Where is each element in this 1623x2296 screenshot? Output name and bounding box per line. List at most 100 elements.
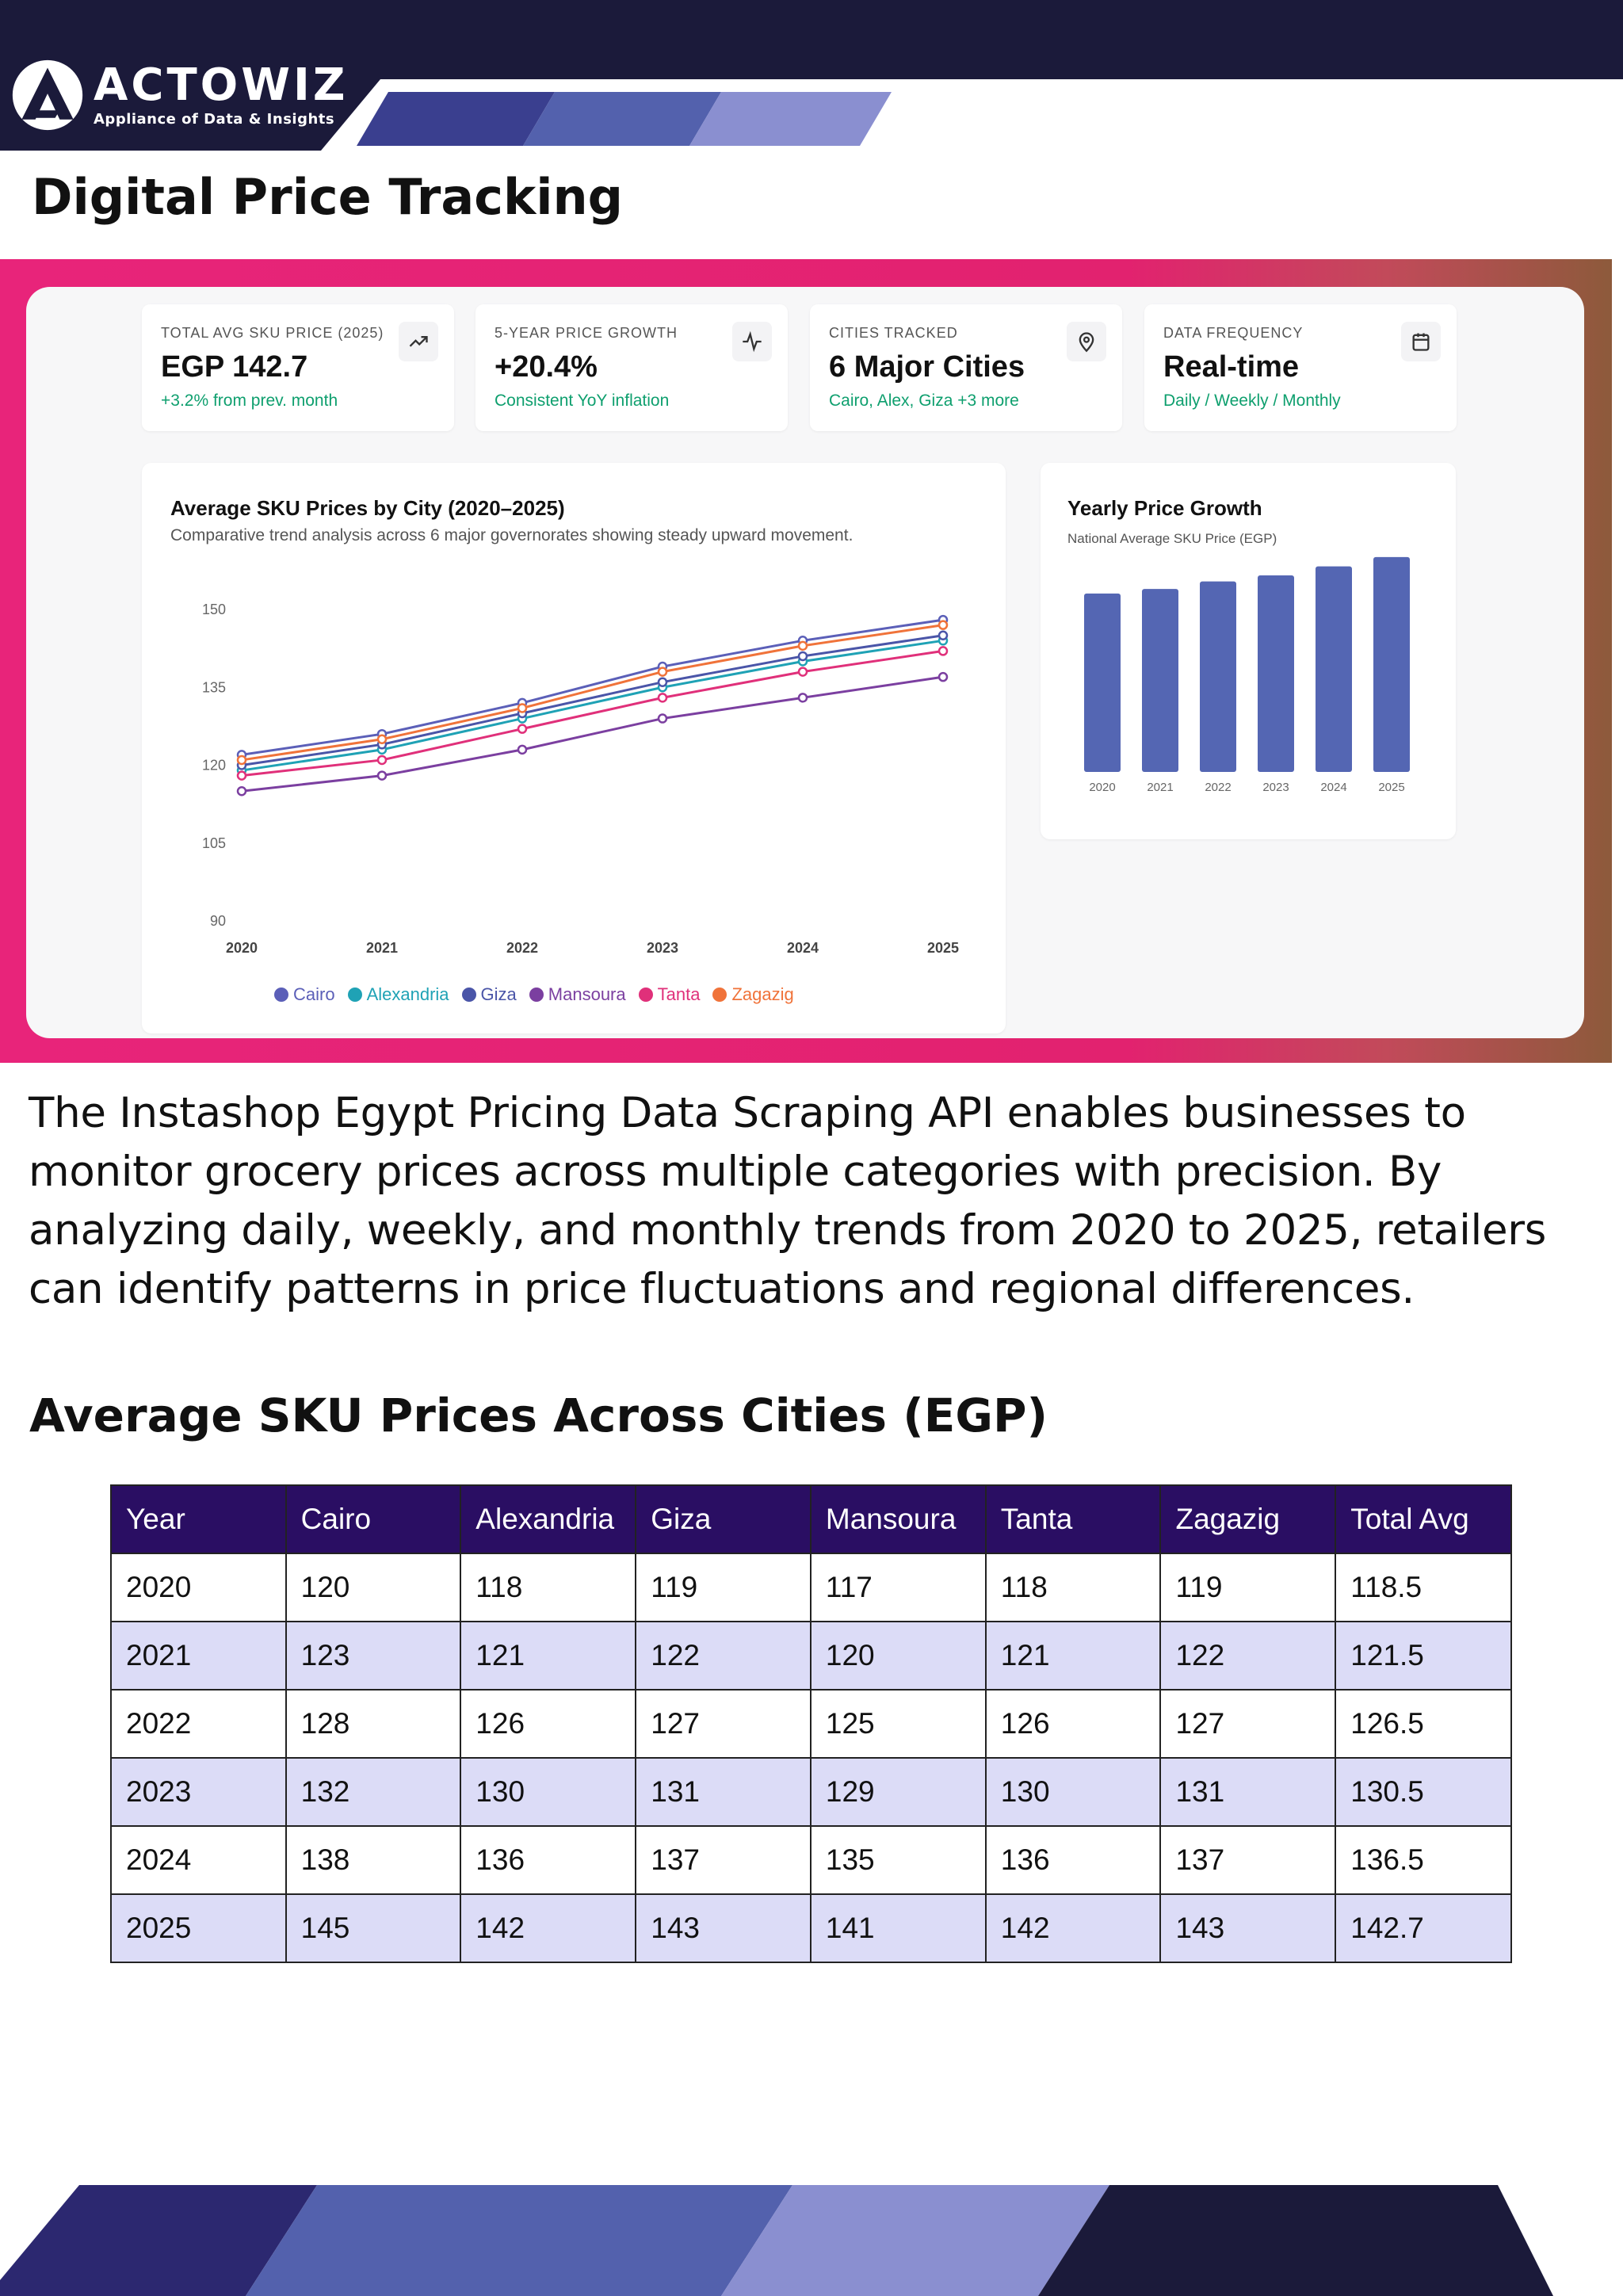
legend-swatch bbox=[712, 988, 727, 1002]
legend-item-cairo: Cairo bbox=[274, 984, 335, 1005]
data-point-zagazig bbox=[797, 640, 808, 651]
data-point-mansoura bbox=[376, 770, 388, 781]
actowiz-logo-icon bbox=[12, 59, 83, 131]
table-row: 2020 120 118 119 117 118 119 118.5 bbox=[110, 1553, 1512, 1622]
bar-chart-title: Yearly Price Growth bbox=[1067, 496, 1262, 520]
legend-label: Cairo bbox=[293, 984, 335, 1004]
table-cell: 2023 bbox=[110, 1757, 287, 1827]
bar-x-label: 2022 bbox=[1205, 781, 1231, 794]
table-cell: 118 bbox=[460, 1553, 637, 1622]
stat-label: DATA FREQUENCY bbox=[1163, 325, 1304, 341]
legend-swatch bbox=[461, 988, 476, 1002]
legend-swatch bbox=[529, 988, 544, 1002]
legend-label: Tanta bbox=[657, 984, 701, 1004]
stat-value: +20.4% bbox=[495, 350, 598, 384]
series-line-tanta bbox=[241, 649, 944, 777]
table-cell: 121 bbox=[460, 1621, 637, 1690]
table-cell: 118.5 bbox=[1335, 1553, 1512, 1622]
activity-icon bbox=[732, 322, 772, 361]
table-cell: 2025 bbox=[110, 1893, 287, 1963]
legend-label: Giza bbox=[480, 984, 517, 1004]
legend-item-alexandria: Alexandria bbox=[347, 984, 449, 1005]
header-band bbox=[0, 0, 1623, 79]
section-title: Average SKU Prices Across Cities (EGP) bbox=[29, 1389, 1048, 1442]
dashboard-screenshot: TOTAL AVG SKU PRICE (2025) EGP 142.7 +3.… bbox=[0, 259, 1612, 1063]
data-point-tanta bbox=[236, 770, 247, 781]
table-cell: 126.5 bbox=[1335, 1689, 1512, 1759]
table-cell: 141 bbox=[809, 1893, 987, 1963]
x-tick-label: 2020 bbox=[226, 940, 258, 956]
x-tick-label: 2022 bbox=[506, 940, 538, 956]
intro-paragraph: The Instashop Egypt Pricing Data Scrapin… bbox=[29, 1089, 1547, 1313]
column-header: Alexandria bbox=[460, 1484, 637, 1554]
series-line-giza bbox=[241, 634, 944, 766]
table-cell: 121.5 bbox=[1335, 1621, 1512, 1690]
column-header: Tanta bbox=[984, 1484, 1162, 1554]
map-pin-icon bbox=[1067, 322, 1106, 361]
table-cell: 127 bbox=[635, 1689, 812, 1759]
table-cell: 129 bbox=[809, 1757, 987, 1827]
y-tick-label: 135 bbox=[202, 679, 226, 695]
data-point-zagazig bbox=[938, 620, 949, 630]
data-point-mansoura bbox=[517, 744, 528, 755]
y-tick-label: 105 bbox=[202, 835, 226, 851]
table-row: 2021 123 121 122 120 121 122 121.5 bbox=[110, 1621, 1512, 1690]
table-cell: 123 bbox=[285, 1621, 462, 1690]
table-cell: 130 bbox=[984, 1757, 1162, 1827]
legend-label: Alexandria bbox=[366, 984, 449, 1004]
stat-card-frequency: DATA FREQUENCY Real-time Daily / Weekly … bbox=[1144, 304, 1457, 431]
bar-x-label: 2020 bbox=[1089, 781, 1115, 794]
legend-label: Mansoura bbox=[548, 984, 626, 1004]
bar-x-label: 2025 bbox=[1378, 781, 1404, 794]
legend-item-zagazig: Zagazig bbox=[712, 984, 794, 1005]
column-header: Total Avg bbox=[1335, 1484, 1512, 1554]
table-row: 2024 138 136 137 135 136 137 136.5 bbox=[110, 1825, 1512, 1895]
table-cell: 132 bbox=[285, 1757, 462, 1827]
table-cell: 137 bbox=[635, 1825, 812, 1895]
trending-up-icon bbox=[399, 322, 438, 361]
bar-x-label: 2023 bbox=[1262, 781, 1289, 794]
calendar-icon bbox=[1401, 322, 1441, 361]
data-point-tanta bbox=[376, 755, 388, 766]
table-cell: 2021 bbox=[110, 1621, 287, 1690]
table-cell: 118 bbox=[984, 1553, 1162, 1622]
table-cell: 2024 bbox=[110, 1825, 287, 1895]
legend-swatch bbox=[274, 988, 288, 1002]
column-header: Zagazig bbox=[1159, 1484, 1337, 1554]
series-line-cairo bbox=[241, 618, 944, 756]
table-cell: 119 bbox=[635, 1553, 812, 1622]
data-point-mansoura bbox=[657, 713, 668, 724]
table-cell: 126 bbox=[460, 1689, 637, 1759]
stat-card-growth: 5-YEAR PRICE GROWTH +20.4% Consistent Yo… bbox=[475, 304, 788, 431]
series-line-alexandria bbox=[241, 639, 944, 772]
table-cell: 120 bbox=[809, 1621, 987, 1690]
data-point-giza bbox=[657, 677, 668, 687]
data-point-giza bbox=[938, 630, 949, 640]
data-point-zagazig bbox=[236, 755, 247, 766]
data-point-zagazig bbox=[376, 734, 388, 744]
table-cell: 122 bbox=[635, 1621, 812, 1690]
brand-name: ACTOWIZ bbox=[94, 59, 349, 111]
bar-x-label: 2024 bbox=[1320, 781, 1346, 794]
brand-tagline: Appliance of Data & Insights bbox=[94, 110, 335, 128]
stat-value: 6 Major Cities bbox=[829, 350, 1025, 384]
table-cell: 128 bbox=[285, 1689, 462, 1759]
table-cell: 2022 bbox=[110, 1689, 287, 1759]
table-cell: 138 bbox=[285, 1825, 462, 1895]
data-point-zagazig bbox=[517, 703, 528, 713]
data-point-mansoura bbox=[797, 693, 808, 703]
line-chart-legend: Cairo Alexandria Giza Mansoura Tanta Zagazig bbox=[274, 984, 794, 1005]
table-cell: 142.7 bbox=[1335, 1893, 1512, 1963]
x-tick-label: 2024 bbox=[787, 940, 819, 956]
table-cell: 125 bbox=[809, 1689, 987, 1759]
bar-chart: 2020 2021 2022 2023 2024 2025 bbox=[1084, 556, 1410, 794]
line-chart: 90 105 120 135 150 2020 2021 2022 2023 2024 2025 bbox=[202, 602, 959, 956]
line-chart-title: Average SKU Prices by City (2020–2025) bbox=[170, 496, 565, 520]
x-tick-label: 2021 bbox=[366, 940, 398, 956]
table-cell: 127 bbox=[1159, 1689, 1337, 1759]
legend-label: Zagazig bbox=[731, 984, 794, 1004]
stat-card-avg-price: TOTAL AVG SKU PRICE (2025) EGP 142.7 +3.… bbox=[142, 304, 454, 431]
x-tick-label: 2023 bbox=[647, 940, 678, 956]
table-cell: 117 bbox=[809, 1553, 987, 1622]
table-cell: 126 bbox=[984, 1689, 1162, 1759]
